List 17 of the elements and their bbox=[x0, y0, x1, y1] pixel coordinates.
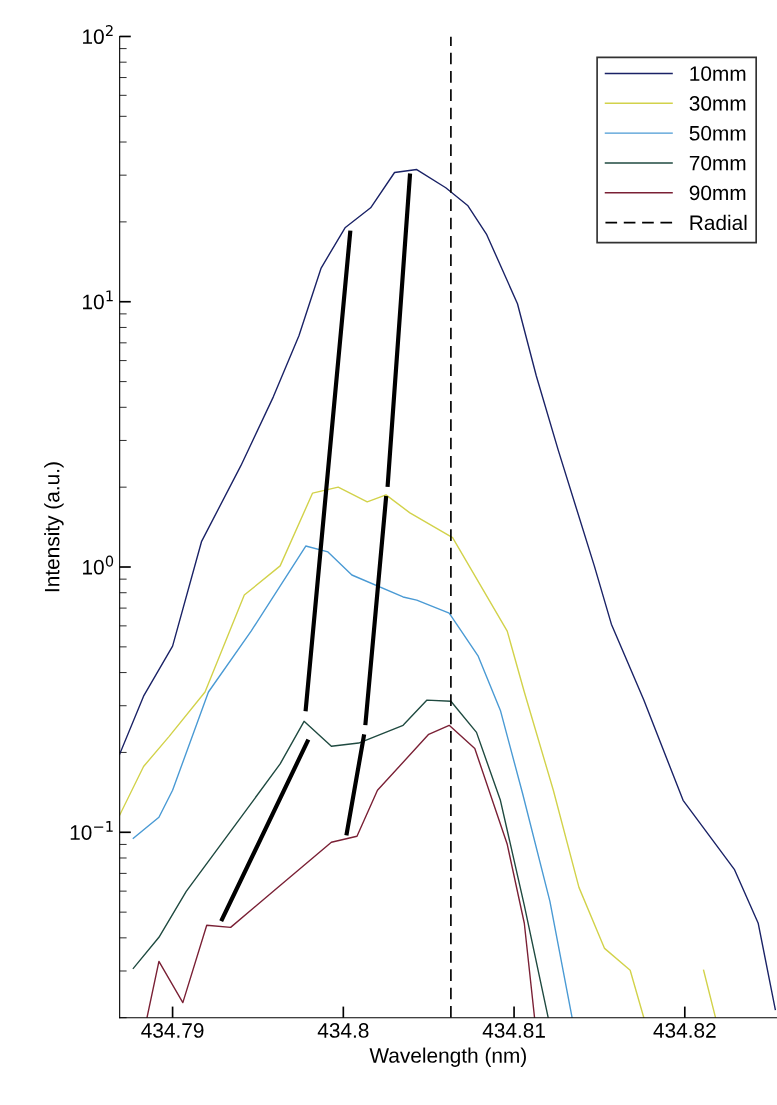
legend-label: 10mm bbox=[690, 66, 746, 81]
x-tick-label: 434.82 bbox=[653, 1023, 716, 1038]
x-tick-label: 434.8 bbox=[317, 1023, 369, 1038]
y-tick-label: 10$^{−1}$ bbox=[70, 821, 113, 840]
x-tick-label: 434.81 bbox=[482, 1023, 545, 1038]
legend-label: Radial bbox=[690, 214, 747, 231]
y-tick-label: 10$^{1}$ bbox=[83, 290, 113, 310]
y-axis-title: Intensity (a.u.) bbox=[44, 462, 64, 592]
x-axis-title: Wavelength (nm) bbox=[369, 1047, 526, 1067]
y-tick-label: 10$^{2}$ bbox=[83, 25, 113, 45]
x-tick-label: 434.79 bbox=[141, 1023, 204, 1038]
legend-label: 50mm bbox=[689, 125, 746, 141]
legend-label: 30mm bbox=[689, 96, 746, 111]
y-tick-label: 10$^{0}$ bbox=[83, 555, 114, 575]
legend-label: 90mm bbox=[689, 185, 746, 201]
line-series bbox=[132, 545, 573, 1018]
legend-label: 70mm bbox=[689, 155, 746, 171]
